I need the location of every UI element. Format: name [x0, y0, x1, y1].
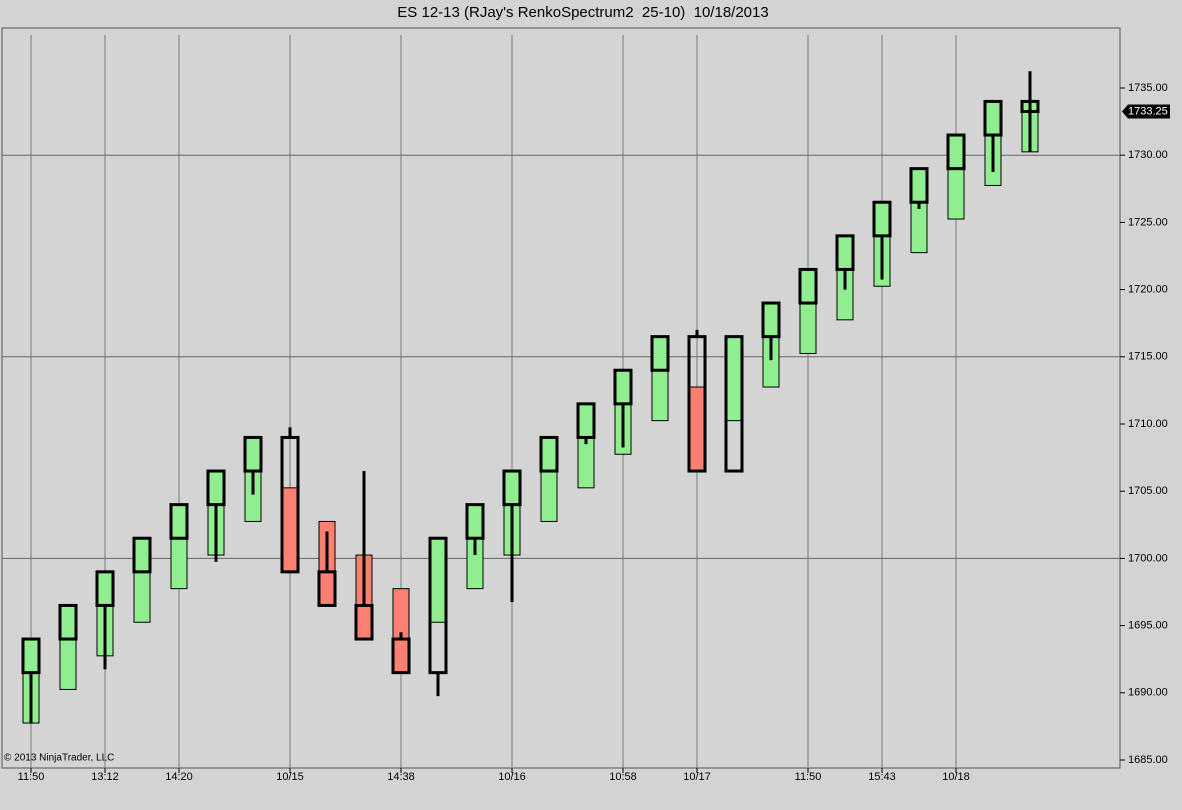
brick [354, 603, 374, 641]
bar-range [688, 386, 706, 472]
last-price-tag [1122, 104, 1170, 119]
brick [169, 503, 189, 540]
x-tick-label: 10:58 [609, 771, 637, 783]
x-tick-label: 15:43 [868, 771, 896, 783]
x-tick-label: 14:20 [165, 771, 193, 783]
brick [576, 402, 596, 439]
brick [280, 435, 300, 574]
bar-range [281, 487, 299, 573]
y-tick-label: 1690.00 [1128, 687, 1168, 699]
brick [502, 469, 522, 507]
brick [983, 99, 1003, 137]
brick [391, 637, 411, 675]
y-tick-label: 1685.00 [1128, 754, 1168, 766]
brick [317, 570, 337, 607]
x-tick-label: 11:50 [795, 771, 822, 783]
y-tick-label: 1720.00 [1128, 284, 1168, 296]
y-tick-label: 1700.00 [1128, 552, 1168, 564]
brick [465, 503, 485, 540]
plot-area [1, 27, 1121, 769]
chart-title: ES 12-13 (RJay's RenkoSpectrum2 25-10) 1… [397, 4, 768, 21]
bar-range [799, 268, 817, 354]
brick [798, 267, 818, 305]
brick [650, 335, 670, 372]
bar-range [577, 403, 595, 489]
brick [613, 368, 633, 406]
y-tick-label: 1710.00 [1128, 418, 1168, 430]
bar-range [910, 168, 928, 254]
copyright: © 2013 NinjaTrader, LLC [4, 753, 114, 764]
bar-range [540, 436, 558, 522]
brick [835, 234, 855, 271]
bar-range [170, 504, 188, 590]
brick [687, 335, 707, 473]
brick [724, 335, 744, 473]
brick [872, 200, 892, 238]
bar-range [59, 604, 77, 690]
y-tick-label: 1735.00 [1128, 82, 1168, 94]
y-tick-label: 1715.00 [1128, 351, 1168, 363]
x-tick-label: 10/16 [498, 771, 526, 783]
x-tick-label: 10/17 [683, 771, 711, 783]
bar-range [429, 537, 447, 623]
x-tick-label: 11:50 [18, 771, 45, 783]
brick [428, 536, 448, 675]
y-tick-label: 1725.00 [1128, 216, 1168, 228]
x-tick-label: 13:12 [91, 771, 119, 783]
brick [95, 570, 115, 607]
x-tick-label: 14:38 [387, 771, 415, 783]
brick [539, 435, 559, 473]
brick [21, 637, 41, 675]
y-tick-label: 1695.00 [1128, 620, 1168, 632]
bar-range [651, 336, 669, 422]
bar-range [392, 588, 410, 674]
bar-range [947, 134, 965, 220]
last-price-label: 1733.25 [1128, 105, 1168, 117]
y-tick-label: 1730.00 [1128, 149, 1168, 161]
x-tick-label: 10/18 [942, 771, 970, 783]
brick [206, 469, 226, 507]
y-tick-label: 1705.00 [1128, 485, 1168, 497]
brick [909, 167, 929, 204]
brick [243, 435, 263, 473]
brick [1020, 99, 1040, 114]
brick [946, 133, 966, 171]
bar-range [725, 336, 743, 422]
x-tick-label: 10/15 [276, 771, 304, 783]
brick [58, 603, 78, 641]
bar-range [133, 537, 151, 623]
brick [761, 301, 781, 339]
brick [132, 536, 152, 574]
